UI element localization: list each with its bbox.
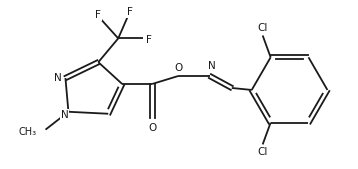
Text: N: N [54, 73, 61, 83]
Text: Cl: Cl [257, 147, 268, 157]
Text: O: O [148, 123, 156, 133]
Text: O: O [174, 63, 182, 73]
Text: F: F [127, 7, 133, 17]
Text: N: N [208, 61, 216, 71]
Text: F: F [95, 10, 101, 20]
Text: F: F [146, 35, 152, 45]
Text: Cl: Cl [257, 23, 268, 33]
Text: N: N [61, 110, 68, 120]
Text: CH₃: CH₃ [18, 127, 37, 137]
